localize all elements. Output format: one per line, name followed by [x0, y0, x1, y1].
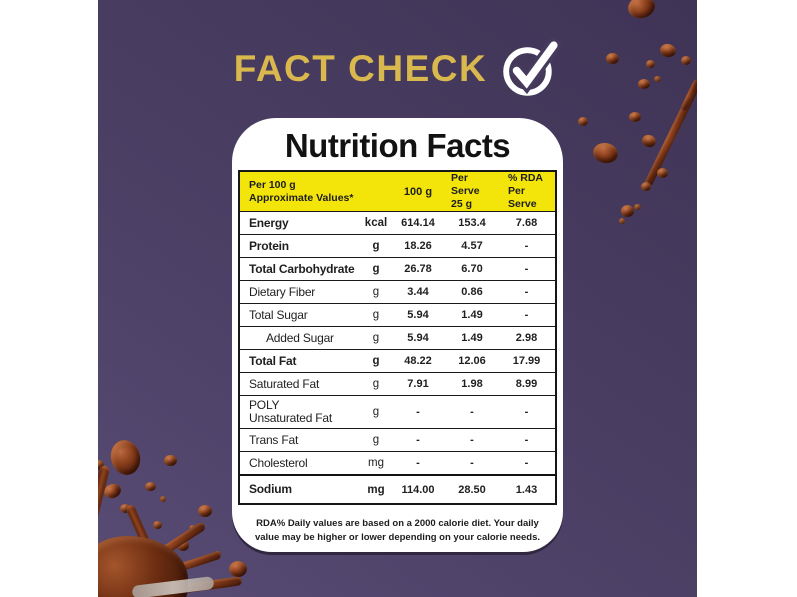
row-label: Total Carbohydrate — [249, 261, 355, 276]
nutrition-row: Total Carbohydrate g 26.78 6.70 - — [240, 257, 555, 280]
row-value-100g: - — [416, 406, 420, 418]
nutrition-facts-card: Nutrition Facts Per 100 g Approximate Va… — [232, 118, 563, 552]
row-label: Total Sugar — [249, 307, 308, 322]
row-label: Cholesterol — [249, 455, 308, 470]
row-unit: g — [372, 263, 380, 275]
row-value-rda: 2.98 — [515, 332, 538, 344]
row-value-rda: - — [524, 263, 529, 275]
row-label: Saturated Fat — [249, 376, 320, 391]
row-value-rda: 8.99 — [515, 378, 538, 390]
header-per-100g-approximate-values: Per 100 g Approximate Values* — [249, 178, 354, 204]
nutrition-row: Sodium mg 114.00 28.50 1.43 — [240, 474, 555, 503]
nutrition-row: Trans Fat g - - - — [240, 428, 555, 451]
row-value-100g: 5.94 — [407, 332, 429, 344]
row-value-per-serve: 6.70 — [461, 263, 483, 275]
row-unit: g — [372, 309, 380, 321]
row-value-per-serve: 0.86 — [461, 286, 483, 298]
nutrition-row: Energy kcal 614.14 153.4 7.68 — [240, 211, 555, 234]
row-value-rda: 17.99 — [512, 355, 541, 367]
row-unit: g — [372, 332, 380, 344]
nutrition-row: Total Fat g 48.22 12.06 17.99 — [240, 349, 555, 372]
row-value-rda: - — [524, 286, 529, 298]
row-value-100g: - — [416, 434, 420, 446]
nutrition-facts-title: Nutrition Facts — [284, 127, 511, 164]
purple-backdrop: FACT CHECK Nutrition Facts Per 100 g App… — [98, 0, 697, 597]
row-value-100g: - — [416, 457, 420, 469]
row-value-100g: 3.44 — [407, 286, 429, 298]
row-value-per-serve: - — [470, 457, 474, 469]
row-value-per-serve: 1.98 — [461, 378, 483, 390]
rda-footnote: RDA% Daily values are based on a 2000 ca… — [254, 518, 541, 543]
nutrition-row: POLY Unsaturated Fat g - - - — [240, 395, 555, 428]
row-unit: kcal — [364, 217, 388, 229]
row-label: Protein — [249, 238, 289, 253]
row-value-rda: 1.43 — [515, 483, 538, 496]
row-value-rda: - — [524, 457, 529, 469]
row-value-100g: 7.91 — [407, 378, 429, 390]
header-100g: 100 g — [403, 185, 433, 198]
row-value-rda: - — [524, 240, 529, 252]
row-label: POLY Unsaturated Fat — [249, 398, 333, 425]
row-value-per-serve: 4.57 — [461, 240, 483, 252]
row-unit: g — [372, 355, 380, 367]
row-label: Added Sugar — [266, 330, 334, 345]
row-unit: g — [372, 406, 380, 418]
nutrition-table-header: Per 100 g Approximate Values* 100 g Per … — [240, 172, 555, 211]
row-label: Energy — [249, 215, 289, 230]
row-label: Trans Fat — [249, 432, 299, 447]
row-value-rda: - — [524, 434, 529, 446]
nutrition-table: Per 100 g Approximate Values* 100 g Per … — [238, 170, 557, 505]
row-unit: g — [372, 240, 380, 252]
fact-check-header: FACT CHECK — [98, 38, 697, 98]
row-value-100g: 114.00 — [401, 483, 435, 496]
nutrition-rows: Energy kcal 614.14 153.4 7.68 Protein g 18.26 4.… — [240, 211, 555, 503]
row-value-per-serve: 12.06 — [458, 355, 486, 367]
row-unit: mg — [368, 457, 384, 469]
nutrition-row: Added Sugar g 5.94 1.49 2.98 — [240, 326, 555, 349]
row-unit: g — [372, 434, 380, 446]
row-value-100g: 26.78 — [404, 263, 432, 275]
check-circle-icon — [503, 36, 562, 98]
nutrition-row: Dietary Fiber g 3.44 0.86 - — [240, 280, 555, 303]
row-value-per-serve: 28.50 — [458, 483, 486, 496]
row-label: Dietary Fiber — [249, 284, 316, 299]
row-value-rda: - — [524, 309, 529, 321]
nutrition-row: Total Sugar g 5.94 1.49 - — [240, 303, 555, 326]
row-value-per-serve: 1.49 — [461, 309, 483, 321]
nutrition-row: Cholesterol mg - - - — [240, 451, 555, 474]
row-value-100g: 5.94 — [407, 309, 429, 321]
nutrition-row: Saturated Fat g 7.91 1.98 8.99 — [240, 372, 555, 395]
row-value-100g: 614.14 — [401, 217, 435, 229]
row-label: Sodium — [249, 482, 292, 496]
row-value-per-serve: 1.49 — [461, 332, 483, 344]
row-value-100g: 18.26 — [404, 240, 432, 252]
row-value-rda: 7.68 — [515, 217, 538, 229]
row-value-rda: - — [524, 406, 529, 418]
nutrition-row: Protein g 18.26 4.57 - — [240, 234, 555, 257]
row-unit: g — [372, 286, 380, 298]
row-label: Total Fat — [249, 353, 297, 368]
row-unit: mg — [367, 483, 385, 496]
row-value-100g: 48.22 — [404, 355, 432, 367]
header-rda-per-serve: % RDA Per Serve — [508, 172, 544, 210]
row-value-per-serve: 153.4 — [458, 217, 486, 229]
row-unit: g — [372, 378, 380, 390]
fact-check-title: FACT CHECK — [233, 48, 488, 89]
row-value-per-serve: - — [470, 406, 474, 418]
row-value-per-serve: - — [470, 434, 474, 446]
header-per-serve: Per Serve 25 g — [451, 172, 480, 210]
